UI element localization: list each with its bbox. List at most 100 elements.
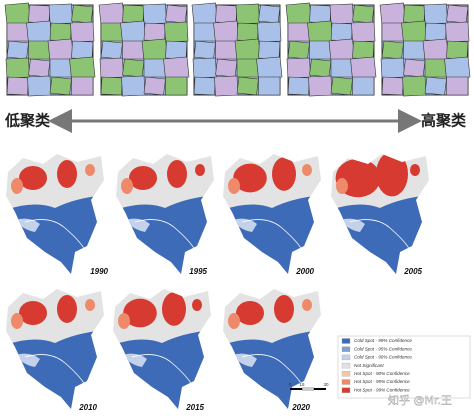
map-year: 2020 xyxy=(291,403,310,412)
hotspot-map xyxy=(6,154,104,274)
watermark: 知乎 @Mr.王 xyxy=(388,393,452,407)
river xyxy=(241,354,303,386)
low-label: 低聚类 xyxy=(4,112,51,130)
scale-label: 15 xyxy=(299,382,305,387)
hot-spot xyxy=(118,313,130,329)
tile-parcel xyxy=(236,22,259,42)
legend-label: Hot Spot - 95% Confidence xyxy=(354,379,410,384)
legend-swatch xyxy=(341,346,351,352)
map-year: 1995 xyxy=(189,267,207,276)
legend-swatch xyxy=(341,338,351,344)
map-year: 2005 xyxy=(403,267,422,276)
hot-spot xyxy=(302,164,312,176)
tile-parcel xyxy=(287,22,310,42)
tile-parcel xyxy=(330,22,353,42)
map-year: 1990 xyxy=(90,267,108,276)
tile-parcel xyxy=(163,56,190,80)
hot-spot xyxy=(228,178,240,194)
tile-parcel xyxy=(444,56,471,80)
tile-parcel xyxy=(164,21,189,43)
tile-parcel xyxy=(48,3,73,25)
tile-parcel xyxy=(120,20,147,44)
tile-parcel xyxy=(446,76,469,96)
cold-spot xyxy=(340,218,365,232)
legend-swatch xyxy=(341,362,351,369)
tile-parcel xyxy=(71,40,94,60)
tile-parcel xyxy=(5,57,30,79)
legend-label: Hot Spot - 99% Confidence xyxy=(354,387,410,392)
tile-parcel xyxy=(236,58,259,78)
hot-spot xyxy=(11,178,23,194)
tile-parcel xyxy=(28,4,51,24)
cold-spot xyxy=(122,353,147,367)
pattern-tile xyxy=(285,2,377,97)
tile-parcel xyxy=(234,38,261,62)
tile-parcel xyxy=(330,58,353,78)
legend-box xyxy=(337,335,471,399)
tile-parcel xyxy=(193,22,216,42)
tile-parcel xyxy=(215,58,238,78)
hotspot-map xyxy=(223,289,321,409)
hot-spot xyxy=(336,178,348,194)
tile-parcel xyxy=(424,76,447,96)
tile-parcel xyxy=(381,22,404,42)
tile-parcel xyxy=(28,40,51,60)
pattern-tile xyxy=(379,2,471,97)
legend-label: Hot Spot - 90% Confidence xyxy=(354,371,410,376)
tile-parcel xyxy=(193,76,216,96)
tile-parcel xyxy=(352,4,375,24)
legend-swatch xyxy=(341,379,351,385)
hot-spot xyxy=(410,164,420,176)
tile-parcel xyxy=(6,76,29,96)
tile-parcel xyxy=(213,20,240,44)
tile-parcel xyxy=(99,57,124,79)
tile-parcel xyxy=(424,58,447,78)
tile-parcel xyxy=(143,22,166,42)
hot-spot xyxy=(11,313,23,329)
hotspot-map xyxy=(331,154,429,274)
hot-spot xyxy=(302,299,312,311)
tile-parcel xyxy=(257,21,282,43)
tile-parcel xyxy=(71,4,94,24)
tile-parcel xyxy=(27,75,52,97)
tile-parcel xyxy=(71,76,94,96)
tile-parcel xyxy=(422,38,449,62)
tile-parcel xyxy=(403,58,426,78)
tile-parcel xyxy=(215,40,238,60)
hotspot-map xyxy=(113,289,211,409)
tile-parcel xyxy=(308,75,333,97)
cold-spot xyxy=(232,218,257,232)
tile-parcel xyxy=(98,2,125,26)
tile-parcel xyxy=(423,3,448,25)
hot-spot xyxy=(162,292,186,326)
high-label: 高聚类 xyxy=(421,112,467,130)
tile-parcel xyxy=(285,2,312,26)
hot-spot xyxy=(233,163,267,193)
hot-spot xyxy=(57,160,77,188)
tile-parcel xyxy=(122,58,145,78)
tile-parcel xyxy=(49,58,72,78)
scale-label: 30 xyxy=(323,382,329,387)
tile-parcel xyxy=(49,76,72,96)
tile-parcel xyxy=(258,4,281,24)
map-body xyxy=(6,289,104,409)
tile-parcel xyxy=(352,40,375,60)
cold-spot xyxy=(232,353,257,367)
tile-parcel xyxy=(69,56,96,80)
hot-spot xyxy=(195,164,205,176)
hot-spot xyxy=(376,154,408,197)
hot-spot xyxy=(19,301,47,325)
map-body xyxy=(331,154,429,274)
legend-swatch xyxy=(341,354,351,361)
hotspot-map xyxy=(116,154,214,274)
tile-parcel xyxy=(100,76,123,96)
tile-parcel xyxy=(380,57,405,79)
hot-spot xyxy=(121,178,133,194)
pattern-tile xyxy=(4,2,96,97)
hotspot-map xyxy=(223,154,321,274)
tile-parcel xyxy=(122,4,145,24)
hot-spot xyxy=(236,301,264,325)
tile-parcel xyxy=(287,76,310,96)
